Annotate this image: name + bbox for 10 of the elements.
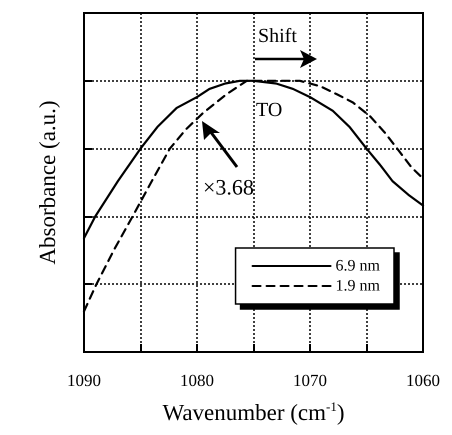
x-tick-label: 1090	[67, 371, 101, 390]
text: Shift	[258, 25, 298, 47]
x-tick-label: 1070	[293, 371, 327, 390]
y-axis-title: Absorbance (a.u.)	[35, 100, 60, 265]
legend-label: 6.9 nm	[336, 258, 381, 274]
annotation: TO	[256, 99, 282, 121]
annotation: ×3.68	[203, 174, 254, 200]
x-tick-label: 1060	[406, 371, 440, 390]
x-tick-label: 1080	[180, 371, 214, 390]
legend-label: 1.9 nm	[336, 278, 381, 294]
